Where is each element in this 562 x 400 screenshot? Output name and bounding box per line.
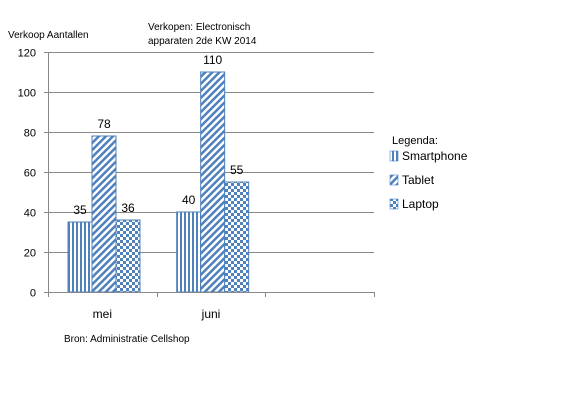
legend: Legenda: Smartphone Tablet Laptop [389,135,468,211]
x-axis-ticks: mei juni [48,292,375,321]
chart-title-line-2: apparaten 2de KW 2014 [148,36,257,47]
bar-tablet-juni [200,71,226,293]
source-note: Bron: Administratie Cellshop [64,334,190,345]
bar-smartphone-juni [176,211,202,293]
legend-title: Legenda: [392,135,438,147]
legend-label-smartphone: Smartphone [402,149,468,163]
legend-swatch-tablet [389,174,399,186]
chart-title-line-1: Verkopen: Electronisch [148,22,250,33]
data-label: 36 [121,201,135,215]
data-label: 110 [203,53,222,67]
bars [67,71,250,293]
y-tick-label: 60 [24,168,36,180]
data-labels: 35 78 36 40 110 55 [73,53,243,217]
data-label: 40 [182,193,196,207]
data-label: 78 [97,117,111,131]
data-label: 35 [73,203,87,217]
y-tick-label: 20 [24,248,36,260]
y-tick-label: 0 [30,288,36,300]
bar-smartphone-mei [67,221,93,293]
bar-laptop-juni [224,181,250,293]
legend-swatch-smartphone [389,150,399,162]
x-tick-label: mei [93,307,112,321]
y-tick-label: 80 [24,128,36,140]
legend-label-laptop: Laptop [402,197,439,211]
bar-tablet-mei [91,135,117,293]
data-label: 55 [230,163,244,177]
legend-label-tablet: Tablet [402,173,435,187]
y-axis-ticks: 0 20 40 60 80 100 120 [18,48,48,300]
y-tick-label: 40 [24,208,36,220]
y-tick-label: 100 [18,88,36,100]
bar-laptop-mei [115,219,141,293]
y-axis-label: Verkoop Aantallen [8,30,89,41]
legend-swatch-laptop [389,198,399,210]
y-tick-label: 120 [18,48,36,60]
x-tick-label: juni [201,307,221,321]
